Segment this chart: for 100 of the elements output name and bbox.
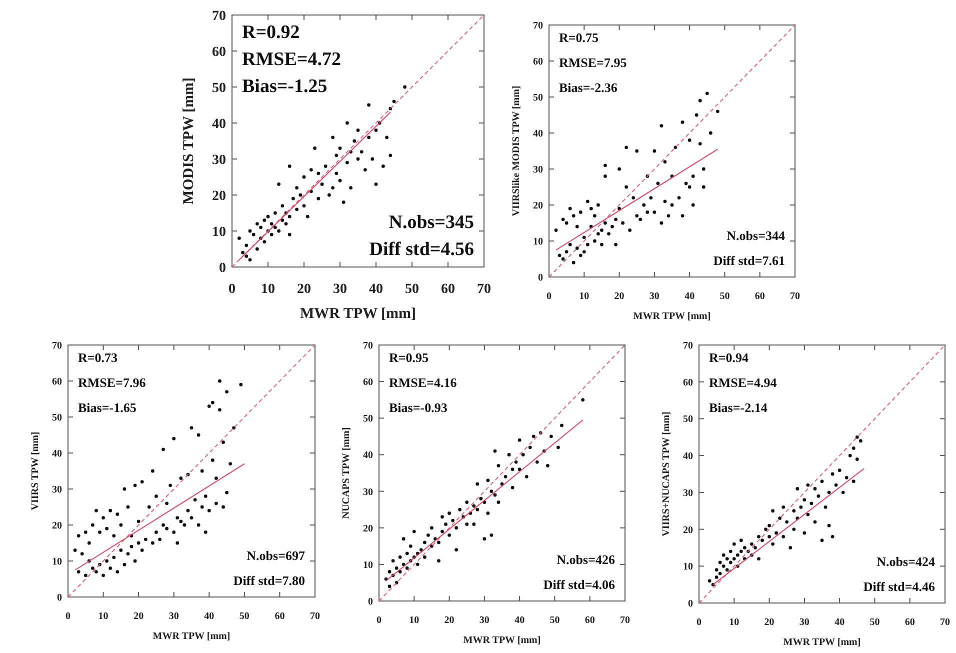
annotation: Diff std=7.80 xyxy=(233,573,305,588)
y-tick-label: 50 xyxy=(683,414,693,426)
y-tick-label: 30 xyxy=(363,486,373,498)
annotation: Bias=-1.25 xyxy=(242,76,328,97)
x-tick-label: 60 xyxy=(754,291,765,302)
x-tick-label: 10 xyxy=(409,615,420,626)
y-tick-label: 20 xyxy=(683,524,693,536)
annotation: RMSE=4.16 xyxy=(389,375,458,390)
x-tick-label: 40 xyxy=(204,611,214,622)
x-tick-label: 70 xyxy=(620,615,630,626)
annotation: N.obs=344 xyxy=(726,228,786,243)
x-tick-label: 40 xyxy=(514,615,525,626)
y-tick-label: 10 xyxy=(533,236,543,248)
y-tick-label: 70 xyxy=(533,20,543,32)
x-tick-label: 30 xyxy=(168,611,179,622)
y-tick-label: 10 xyxy=(683,562,693,573)
annotation: Diff std=4.06 xyxy=(543,577,616,592)
x-tick-label: 50 xyxy=(720,291,730,302)
y-tick-label: 40 xyxy=(52,448,62,460)
x-tick-label: 70 xyxy=(310,611,320,622)
y-tick-label: 70 xyxy=(683,340,693,352)
annotation: R=0.95 xyxy=(389,350,430,365)
y-tick-label: 10 xyxy=(212,224,226,240)
x-tick-label: 50 xyxy=(870,617,880,628)
y-tick-label: 60 xyxy=(212,44,226,60)
y-tick-label: 40 xyxy=(363,450,373,462)
y-tick-label: 70 xyxy=(363,340,373,352)
annotation: R=0.94 xyxy=(709,350,750,365)
annotation: Bias=-0.93 xyxy=(389,400,448,415)
y-tick-label: 60 xyxy=(52,376,62,388)
annotation: Diff std=4.56 xyxy=(369,239,474,260)
y-tick-label: 30 xyxy=(212,152,226,168)
annotation: RMSE=7.95 xyxy=(559,55,628,70)
y-tick-label: 0 xyxy=(368,596,373,608)
annotation: N.obs=345 xyxy=(388,212,474,233)
x-tick-label: 40 xyxy=(834,617,845,628)
x-tick-label: 20 xyxy=(444,615,454,626)
y-axis-title: VIIRSlike MODIS TPW [mm] xyxy=(511,86,522,216)
y-tick-label: 20 xyxy=(363,523,373,534)
x-axis-title: MWR TPW [mm] xyxy=(783,637,861,648)
y-axis-title: VIIRS+NUCAPS TPW [mm] xyxy=(661,412,672,536)
y-tick-label: 60 xyxy=(363,377,373,388)
y-tick-label: 0 xyxy=(57,592,62,604)
y-tick-label: 0 xyxy=(688,598,693,610)
y-tick-label: 50 xyxy=(533,92,543,104)
y-tick-label: 50 xyxy=(52,412,62,424)
annotation: R=0.92 xyxy=(242,22,300,43)
x-tick-label: 0 xyxy=(376,615,382,626)
annotation: R=0.75 xyxy=(559,30,600,45)
y-axis-title: VIIRS TPW [mm] xyxy=(30,432,41,510)
annotation: R=0.73 xyxy=(78,350,118,365)
x-tick-label: 20 xyxy=(614,291,624,302)
y-tick-label: 60 xyxy=(683,377,693,388)
annotation: Diff std=4.46 xyxy=(863,579,936,594)
y-tick-label: 20 xyxy=(52,520,62,532)
annotation: N.obs=697 xyxy=(246,548,306,563)
x-axis-title: MWR TPW [mm] xyxy=(152,631,230,642)
x-tick-label: 20 xyxy=(764,617,774,628)
y-tick-label: 40 xyxy=(212,116,226,132)
x-tick-label: 60 xyxy=(441,282,455,297)
y-tick-label: 0 xyxy=(219,260,226,276)
y-tick-label: 70 xyxy=(212,8,226,24)
y-tick-label: 50 xyxy=(212,80,226,96)
x-tick-label: 30 xyxy=(649,291,660,302)
y-tick-label: 50 xyxy=(363,414,373,425)
annotation: RMSE=7.96 xyxy=(78,375,146,390)
x-tick-label: 0 xyxy=(546,291,552,302)
x-tick-label: 10 xyxy=(98,611,108,622)
annotation: N.obs=424 xyxy=(876,554,936,569)
y-tick-label: 10 xyxy=(363,560,373,571)
x-tick-label: 60 xyxy=(274,611,285,622)
y-tick-label: 20 xyxy=(533,200,543,212)
x-tick-label: 50 xyxy=(239,611,250,622)
y-tick-label: 70 xyxy=(52,340,62,352)
y-tick-label: 30 xyxy=(52,484,62,496)
y-tick-label: 10 xyxy=(52,556,62,568)
x-tick-label: 10 xyxy=(579,291,590,302)
x-tick-label: 50 xyxy=(405,282,419,297)
y-tick-label: 40 xyxy=(533,128,543,140)
x-tick-label: 30 xyxy=(333,282,347,297)
x-axis-title: MWR TPW [mm] xyxy=(300,306,416,322)
y-tick-label: 60 xyxy=(533,56,543,68)
annotation: RMSE=4.94 xyxy=(709,375,778,390)
x-tick-label: 0 xyxy=(228,282,236,297)
x-tick-label: 70 xyxy=(477,282,491,297)
x-tick-label: 30 xyxy=(799,617,810,628)
y-tick-label: 20 xyxy=(212,188,226,204)
x-tick-label: 0 xyxy=(696,617,702,628)
x-tick-label: 70 xyxy=(940,617,950,628)
x-tick-label: 30 xyxy=(479,615,490,626)
x-tick-label: 20 xyxy=(134,611,144,622)
annotation: N.obs=426 xyxy=(556,552,616,567)
y-tick-label: 30 xyxy=(533,164,543,176)
annotation: Diff std=7.61 xyxy=(713,253,785,268)
x-tick-label: 0 xyxy=(66,611,70,622)
x-tick-label: 70 xyxy=(790,291,800,302)
x-tick-label: 10 xyxy=(261,282,275,297)
y-tick-label: 40 xyxy=(683,451,693,462)
x-axis-title: MWR TPW [mm] xyxy=(463,635,541,646)
y-axis-title: NUCAPS TPW [mm] xyxy=(341,427,352,519)
